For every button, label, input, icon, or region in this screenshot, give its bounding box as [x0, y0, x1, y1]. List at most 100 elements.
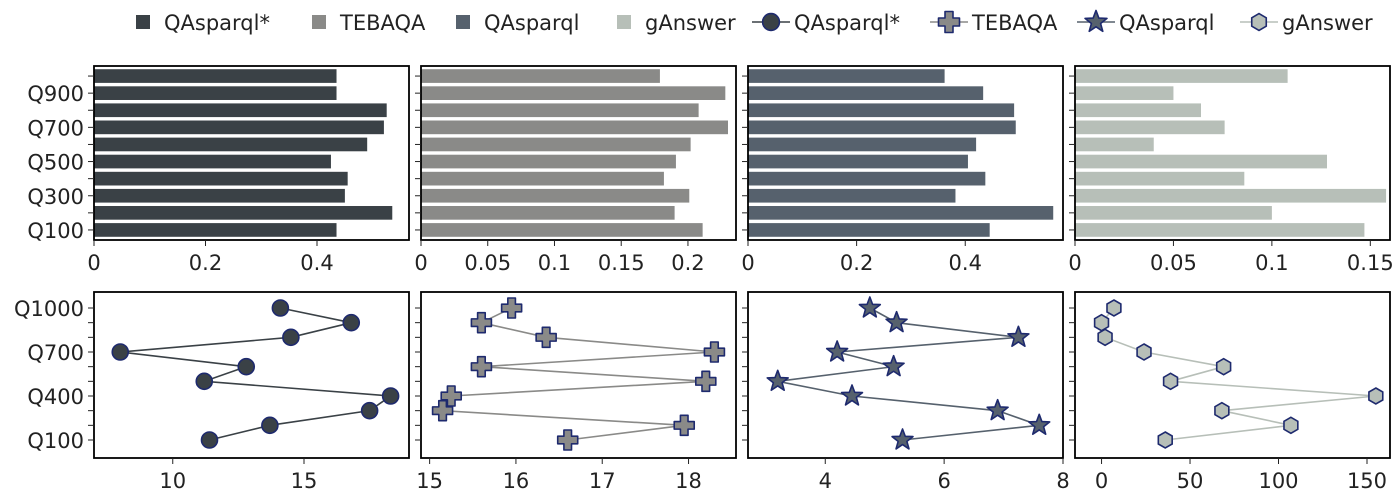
- legend-swatch: [136, 15, 150, 29]
- x-tick-label: 0.2: [840, 251, 873, 275]
- legend-item-6: QAsparql: [1077, 9, 1214, 35]
- data-point-hexagon-icon: [1106, 299, 1122, 317]
- x-tick-label: 0.2: [189, 251, 222, 275]
- series-line: [441, 307, 715, 441]
- bar: [94, 223, 337, 237]
- data-point-plus-icon: [500, 297, 523, 319]
- plot-frame: [1074, 65, 1391, 241]
- x-tick-label: 0.15: [598, 251, 645, 275]
- x-tick-label: 0.4: [949, 251, 982, 275]
- data-point-plus-icon: [440, 385, 463, 407]
- data-point-circle-icon: [237, 357, 256, 376]
- data-point-star-icon: [891, 428, 914, 450]
- data-point-plus-icon: [535, 326, 557, 349]
- x-tick-label: 15: [291, 469, 318, 493]
- bar: [94, 154, 331, 169]
- data-point-star-icon: [766, 369, 789, 392]
- legend-swatch: [312, 15, 326, 29]
- data-point-circle-icon: [271, 299, 290, 317]
- data-point-circle-icon: [111, 343, 130, 361]
- data-point-hexagon-icon: [1093, 313, 1110, 332]
- bar: [421, 154, 676, 169]
- bar: [94, 120, 384, 135]
- bar: [1075, 120, 1225, 135]
- data-point-circle-icon: [200, 431, 219, 449]
- bar: [94, 188, 345, 203]
- x-tick-label: 0: [741, 251, 754, 275]
- plot-frame: [420, 65, 737, 241]
- bar: [94, 86, 337, 100]
- bar: [748, 223, 990, 237]
- bar: [1075, 137, 1154, 152]
- bar: [421, 206, 675, 220]
- bar: [1075, 206, 1272, 220]
- data-point-plus-icon: [556, 429, 579, 451]
- bar: [1075, 154, 1327, 169]
- bar: [1075, 103, 1201, 118]
- x-tick-label: 18: [675, 469, 702, 493]
- bar: [1075, 223, 1365, 237]
- series-line: [120, 307, 393, 441]
- plot-frame: [93, 291, 410, 459]
- bar: [421, 137, 691, 152]
- x-tick-label: 0: [87, 251, 100, 275]
- legend-marker-hexagon-icon: [1250, 12, 1268, 32]
- data-point-circle-icon: [282, 328, 300, 347]
- data-point-hexagon-icon: [1157, 431, 1173, 449]
- plot-frame: [420, 291, 737, 459]
- y-tick-label: Q700: [27, 341, 84, 365]
- legend-item-1: TEBAQA: [312, 11, 426, 35]
- line-panel-4: 0 50 100 150: [1069, 291, 1391, 493]
- data-point-plus-icon: [431, 399, 454, 422]
- x-tick-label: 15: [416, 469, 443, 493]
- x-tick-label: 10: [159, 469, 186, 493]
- bar: [94, 69, 337, 83]
- data-point-hexagon-icon: [1214, 401, 1230, 420]
- line-panel-2: 15 16 17 18: [415, 291, 737, 493]
- legend-item-5: TEBAQA: [930, 10, 1058, 35]
- bar: [94, 103, 387, 118]
- bar: [748, 69, 945, 83]
- bar: [94, 137, 368, 152]
- legend-label: gAnswer: [645, 11, 736, 35]
- bar: [748, 137, 977, 152]
- bar-panel-4: 0 0.05 0.1 0.15: [1068, 65, 1394, 275]
- legend-swatch: [617, 15, 631, 29]
- legend-marker-plus-icon: [937, 10, 961, 34]
- legend-marker-star-icon: [1084, 9, 1108, 33]
- data-point-hexagon-icon: [1136, 343, 1152, 361]
- data-point-plus-icon: [470, 311, 493, 334]
- legend-label: QAsparql*: [164, 11, 270, 35]
- x-tick-label: 17: [589, 469, 616, 493]
- data-point-star-icon: [885, 310, 908, 333]
- bar-panel-1: Q100 Q300 Q500 Q700 Q900 0 0.2 0.4: [27, 65, 410, 275]
- bar: [1075, 86, 1174, 100]
- bar-panel-3: 0 0.2 0.4: [741, 65, 1064, 275]
- legend: QAsparql* TEBAQA QAsparql gAnswer QAsparql* T…: [136, 9, 1373, 35]
- bar: [748, 188, 956, 203]
- legend-item-7: gAnswer: [1240, 11, 1373, 35]
- data-point-hexagon-icon: [1283, 416, 1299, 435]
- bar: [421, 120, 728, 135]
- legend-label: TEBAQA: [971, 11, 1058, 35]
- bar: [748, 120, 1016, 135]
- series-line: [777, 307, 1040, 441]
- data-point-hexagon-icon: [1368, 387, 1384, 405]
- x-tick-label: 6: [937, 469, 950, 493]
- legend-item-4: QAsparql*: [752, 11, 900, 35]
- x-tick-label: 0: [1095, 469, 1108, 493]
- x-tick-label: 0.2: [671, 251, 704, 275]
- x-tick-label: 0: [414, 251, 427, 275]
- x-tick-label: 100: [1258, 469, 1298, 493]
- y-tick-label: Q300: [27, 185, 84, 209]
- data-point-plus-icon: [703, 341, 726, 363]
- data-point-star-icon: [1027, 413, 1051, 436]
- bar: [421, 171, 664, 186]
- y-tick-label: Q1000: [14, 297, 84, 321]
- x-tick-label: 0: [1068, 251, 1081, 275]
- data-point-circle-icon: [360, 401, 379, 420]
- x-tick-label: 8: [1056, 469, 1069, 493]
- legend-item-3: gAnswer: [617, 11, 736, 35]
